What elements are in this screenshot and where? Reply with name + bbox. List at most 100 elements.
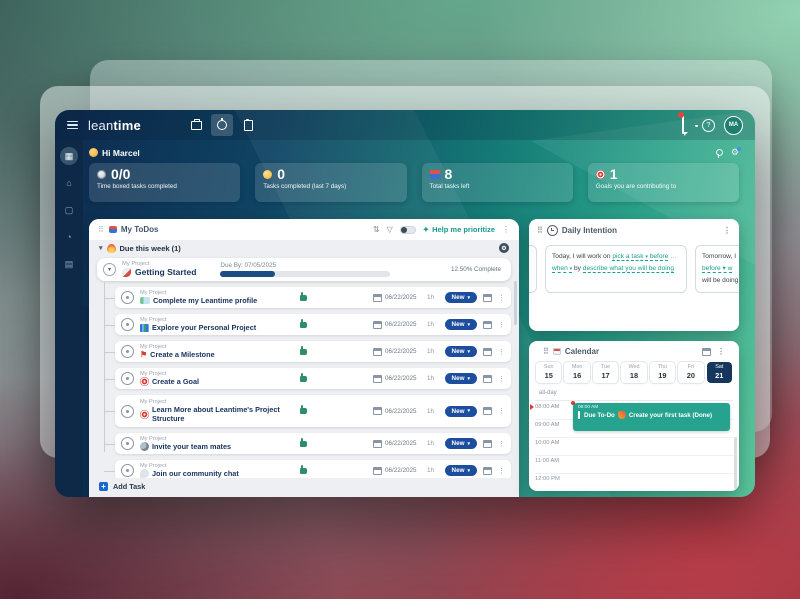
notes-clipboard-icon[interactable]	[237, 114, 259, 136]
calendar-event[interactable]: 08:00 AM Due To-Do Create your first tas…	[571, 401, 730, 431]
leantime-logo[interactable]: leantime	[88, 118, 141, 133]
thumbs-up-icon[interactable]	[300, 372, 307, 382]
task-row[interactable]: My Project Join our community chat 06/22…	[104, 460, 511, 478]
task-status-dropdown[interactable]: New ▾	[444, 405, 477, 417]
drag-handle-icon[interactable]: ⠿	[543, 346, 549, 356]
task-due-date[interactable]: 06/22/2025	[373, 347, 417, 356]
help-button[interactable]: ?	[702, 118, 715, 132]
feedback-chat-button[interactable]	[678, 112, 684, 134]
kebab-menu-icon[interactable]: ⋮	[498, 348, 505, 356]
group-settings-gear-icon[interactable]: ⚙	[499, 243, 509, 253]
task-due-date[interactable]: 06/22/2025	[373, 466, 417, 475]
task-status-dropdown[interactable]: New ▾	[444, 346, 477, 357]
task-row[interactable]: My Project Learn More about Leantime's P…	[104, 395, 511, 427]
task-title[interactable]: Invite your team mates	[152, 441, 232, 451]
task-status-icon[interactable]	[121, 345, 134, 358]
task-title[interactable]: Learn More about Leantime's Project Stru…	[152, 404, 280, 423]
task-status-icon[interactable]	[121, 404, 134, 418]
view-toggle-switch[interactable]	[399, 225, 416, 234]
kebab-menu-icon[interactable]: ⋮	[498, 294, 505, 302]
thumbs-up-icon[interactable]	[300, 437, 307, 447]
task-effort[interactable]: 1h	[427, 440, 435, 447]
task-status-dropdown[interactable]: New ▾	[444, 319, 477, 330]
kebab-menu-icon[interactable]: ⋮	[502, 224, 510, 234]
kebab-menu-icon[interactable]: ⋮	[717, 346, 725, 356]
task-status-dropdown[interactable]: New ▾	[444, 465, 477, 476]
thumbs-up-icon[interactable]	[300, 345, 307, 355]
sidebar-item-timesheets[interactable]: ◔	[60, 228, 78, 246]
task-status-icon[interactable]	[121, 318, 134, 331]
task-effort[interactable]: 1h	[427, 467, 435, 474]
before-dropdown[interactable]: before	[649, 253, 669, 261]
describe-input[interactable]: describe what you will be doing	[582, 264, 675, 273]
task-row[interactable]: My Project Explore your Personal Project…	[104, 314, 511, 335]
pick-a-task-dropdown[interactable]: pick a task ▾	[612, 253, 648, 261]
calendar-time-grid[interactable]: 08:00 AM 09:00 AM 10:00 AM 11:00 AM 12:0…	[530, 401, 733, 491]
task-title[interactable]: Complete my Leantime profile	[153, 295, 258, 305]
schedule-calendar-icon[interactable]	[483, 407, 492, 415]
help-me-prioritize-button[interactable]: ✦ Help me prioritize	[423, 225, 495, 234]
sort-icon[interactable]: ⇅	[372, 224, 380, 234]
milestone-title[interactable]: Getting Started	[122, 267, 196, 277]
schedule-calendar-icon[interactable]	[483, 293, 492, 302]
collapse-chevron-icon[interactable]: ▾	[103, 262, 116, 276]
kebab-menu-icon[interactable]: ⋮	[498, 375, 505, 383]
task-effort[interactable]: 1h	[427, 294, 435, 301]
task-due-date[interactable]: 06/22/2025	[373, 439, 417, 448]
schedule-calendar-icon[interactable]	[483, 374, 492, 383]
task-row[interactable]: My Project ⚑ Create a Milestone 06/22/202…	[104, 341, 511, 362]
user-avatar[interactable]: MA	[724, 115, 743, 135]
kebab-menu-icon[interactable]: ⋮	[498, 321, 505, 329]
thumbs-up-icon[interactable]	[300, 464, 307, 474]
sidebar-item-dashboard[interactable]: ▦	[60, 147, 78, 165]
drag-handle-icon[interactable]: ⠿	[537, 225, 543, 235]
task-status-dropdown[interactable]: New ▾	[444, 292, 477, 303]
stat-card-tasks-left[interactable]: 8 Total tasks left	[421, 163, 573, 202]
task-effort[interactable]: 1h	[427, 375, 435, 382]
sidebar-item-home[interactable]: ⌂	[60, 174, 78, 192]
my-work-briefcase-icon[interactable]	[185, 114, 207, 136]
task-status-icon[interactable]	[121, 372, 134, 385]
stat-card-completed[interactable]: 0 Tasks completed (last 7 days)	[255, 163, 407, 202]
schedule-calendar-icon[interactable]	[483, 320, 492, 329]
task-title[interactable]: Create a Goal	[152, 376, 200, 386]
kebab-menu-icon[interactable]: ⋮	[498, 408, 505, 415]
schedule-calendar-icon[interactable]	[483, 466, 492, 475]
day-cell-wed[interactable]: Wed 18	[621, 362, 647, 383]
open-calendar-icon[interactable]	[702, 347, 711, 356]
intention-card-today[interactable]: Today, I will work on pick a task ▾ befo…	[545, 245, 687, 293]
day-cell-sun[interactable]: Sun 15	[536, 362, 562, 383]
task-title[interactable]: Explore your Personal Project	[152, 322, 257, 332]
thumbs-up-icon[interactable]	[300, 405, 307, 414]
filter-icon[interactable]: ▽	[386, 224, 393, 234]
task-row[interactable]: My Project Complete my Leantime profile …	[104, 287, 511, 308]
thumbs-up-icon[interactable]	[300, 291, 307, 301]
task-status-icon[interactable]	[121, 464, 134, 477]
pin-icon[interactable]	[715, 149, 723, 158]
when-dropdown[interactable]: when ▾	[552, 264, 573, 273]
task-status-icon[interactable]	[121, 291, 134, 304]
task-effort[interactable]: 1h	[427, 407, 435, 415]
thumbs-up-icon[interactable]	[300, 318, 307, 328]
task-due-date[interactable]: 06/22/2025	[373, 374, 417, 383]
drag-handle-icon[interactable]: ⠿	[98, 224, 104, 234]
hamburger-menu-icon[interactable]	[67, 120, 78, 130]
task-status-dropdown[interactable]: New ▾	[444, 373, 477, 384]
intention-card-yesterday[interactable]: task ▾ e what you	[529, 245, 537, 293]
task-status-dropdown[interactable]: New ▾	[444, 438, 477, 449]
task-title[interactable]: Create a Milestone	[150, 349, 215, 359]
kebab-menu-icon[interactable]: ⋮	[498, 440, 505, 448]
task-due-date[interactable]: 06/22/2025	[373, 407, 417, 415]
due-this-week-group[interactable]: ▾ Due this week (1) ⚙	[89, 240, 519, 256]
schedule-calendar-icon[interactable]	[483, 439, 492, 448]
stat-card-timeboxed[interactable]: 0/0 Time boxed tasks completed	[89, 163, 241, 202]
calendar-scrollbar[interactable]	[734, 437, 737, 489]
kebab-menu-icon[interactable]: ⋮	[498, 467, 505, 475]
day-cell-fri[interactable]: Fri 20	[678, 362, 704, 383]
sidebar-item-company[interactable]: ▤	[60, 255, 78, 273]
task-due-date[interactable]: 06/22/2025	[373, 320, 417, 329]
task-effort[interactable]: 1h	[427, 321, 435, 328]
day-cell-thu[interactable]: Thu 19	[649, 362, 676, 383]
kebab-menu-icon[interactable]: ⋮	[723, 225, 731, 235]
day-cell-sat-selected[interactable]: Sat 21	[706, 362, 732, 383]
